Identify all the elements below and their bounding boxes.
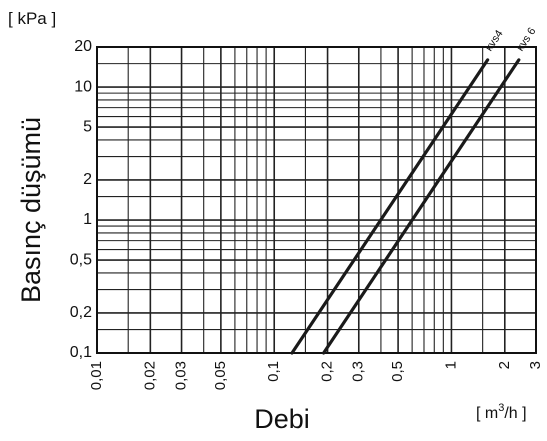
series-line [322,58,521,355]
series-label: kvs4 [483,28,506,53]
y-axis-title: Basınç düşümü [16,117,46,303]
y-tick-label: 0,5 [70,251,92,268]
x-tick-label: 0,05 [212,361,229,390]
x-tick-label: 3 [527,361,544,369]
plot-frame [96,46,537,354]
y-tick-label: 20 [74,38,92,55]
y-tick-label: 2 [83,171,92,188]
x-unit-tail: /h ] [504,405,526,422]
series-line [290,58,490,355]
x-tick-label: 0,03 [173,361,190,390]
series-label: kvs 6 [514,26,538,54]
y-tick-label: 0,2 [70,304,92,321]
x-tick-label: 0,3 [350,361,367,382]
series-labels: kvs4 kvs 6 [483,26,538,54]
x-tick-label: 0,2 [319,361,336,382]
y-unit-label: [ kPa ] [8,9,56,28]
y-tick-labels: 0,1 0,2 0,5 1 2 5 10 20 [70,38,92,361]
x-axis-title: Debi [254,404,310,434]
x-tick-label: 0,01 [88,361,105,390]
x-tick-label: 0,02 [141,361,158,390]
y-tick-label: 10 [74,78,92,95]
x-tick-label: 0,1 [265,361,282,382]
x-tick-label: 0,5 [389,361,406,382]
x-unit-label: [ m3/h ] [476,402,527,422]
y-tick-label: 0,1 [70,344,92,361]
grid [96,46,537,354]
x-tick-labels: 0,01 0,02 0,03 0,05 0,1 0,2 0,3 0,5 1 2 3 [88,361,544,390]
x-unit-sup: 3 [498,402,504,414]
x-tick-label: 1 [442,361,459,369]
x-tick-label: 2 [496,361,513,369]
y-tick-label: 1 [83,211,92,228]
series-lines [290,58,521,355]
x-unit-base: [ m [476,405,498,422]
y-tick-label: 5 [83,118,92,135]
